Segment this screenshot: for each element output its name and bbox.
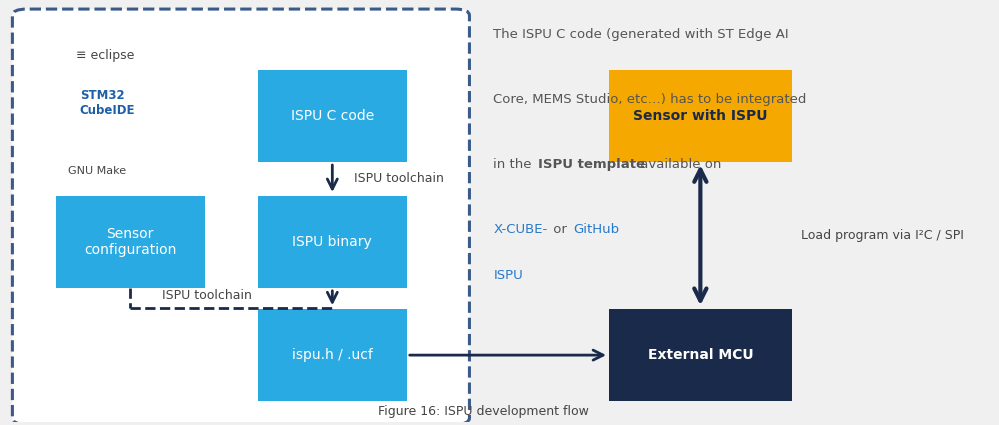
Text: available on: available on [636,158,725,171]
FancyBboxPatch shape [609,70,792,162]
Text: GNU Make: GNU Make [68,166,126,176]
Text: ≡ eclipse: ≡ eclipse [76,49,134,62]
FancyBboxPatch shape [258,196,407,288]
Text: ISPU: ISPU [494,269,523,282]
Text: ISPU binary: ISPU binary [293,235,373,249]
Text: ISPU C code: ISPU C code [291,109,374,123]
Text: STM32
CubeIDE: STM32 CubeIDE [80,89,135,117]
FancyBboxPatch shape [258,70,407,162]
Text: Load program via I²C / SPI: Load program via I²C / SPI [801,229,964,242]
Text: ISPU template: ISPU template [537,158,644,171]
FancyBboxPatch shape [609,309,792,401]
Text: Figure 16: ISPU development flow: Figure 16: ISPU development flow [379,405,589,418]
Text: ISPU toolchain: ISPU toolchain [354,172,444,184]
Text: GitHub: GitHub [573,223,619,236]
Text: ispu.h / .ucf: ispu.h / .ucf [292,348,373,362]
Text: Sensor with ISPU: Sensor with ISPU [633,109,767,123]
Text: Sensor
configuration: Sensor configuration [84,227,177,257]
Text: X-CUBE-: X-CUBE- [494,223,547,236]
Text: ISPU toolchain: ISPU toolchain [162,289,252,302]
FancyBboxPatch shape [12,9,470,424]
Text: or: or [549,223,571,236]
FancyBboxPatch shape [258,309,407,401]
Text: Core, MEMS Studio, etc…) has to be integrated: Core, MEMS Studio, etc…) has to be integ… [494,93,807,106]
FancyBboxPatch shape [56,196,205,288]
Text: External MCU: External MCU [647,348,753,362]
Text: The ISPU C code (generated with ST Edge AI: The ISPU C code (generated with ST Edge … [494,28,789,41]
Text: in the: in the [494,158,536,171]
